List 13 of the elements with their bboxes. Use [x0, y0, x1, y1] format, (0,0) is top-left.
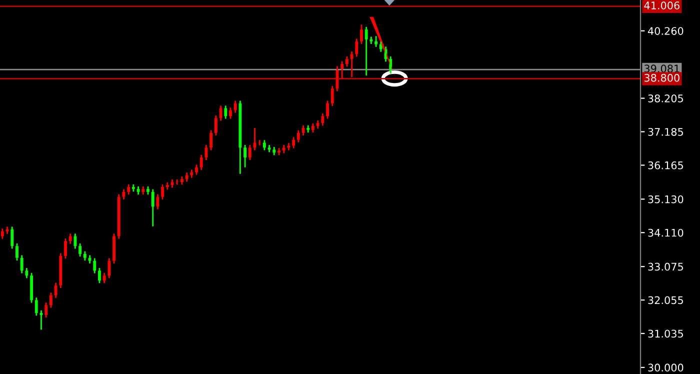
y-tick-label: 40.260: [648, 27, 684, 35]
ref-line-label: 41.006: [644, 2, 680, 10]
y-tick-label: 36.165: [648, 161, 683, 170]
y-tick-label: 32.055: [648, 296, 683, 304]
y-tick-label: 31.035: [648, 330, 683, 338]
y-tick-label: 30.000: [648, 364, 684, 372]
y-tick-label: 35.130: [648, 195, 684, 204]
ref-line-label: 39.081: [644, 64, 680, 73]
y-tick-label: 34.110: [648, 228, 684, 237]
y-tick-label: 37.185: [648, 128, 683, 136]
y-tick-label: 33.075: [648, 262, 683, 271]
y-tick-label: 38.205: [648, 94, 683, 102]
ref-line-label: 38.800: [644, 74, 680, 82]
